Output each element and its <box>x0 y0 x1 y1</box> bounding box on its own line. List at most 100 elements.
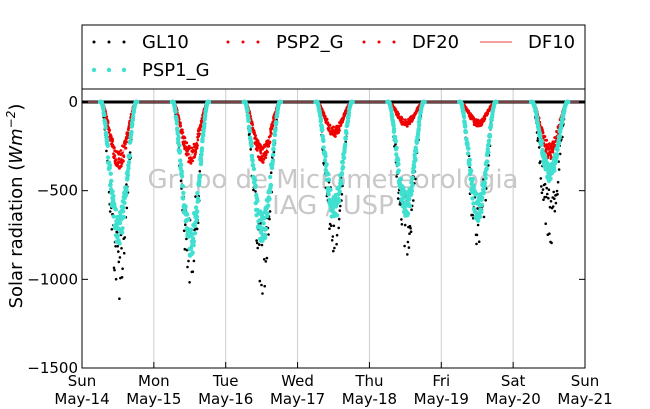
psp1-g-point <box>322 158 328 163</box>
gl10-point <box>540 191 544 195</box>
df20-point <box>178 121 182 125</box>
gl10-point <box>403 223 407 227</box>
x-tick-label-day: Mon <box>138 372 170 390</box>
psp2-g-point <box>185 153 189 157</box>
psp1-g-point <box>555 147 560 152</box>
gl10-point <box>258 279 262 283</box>
df20-point <box>256 155 260 159</box>
psp2-g-point <box>250 120 254 124</box>
psp1-g-point <box>339 181 344 186</box>
psp2-g-point <box>196 138 200 142</box>
psp1-g-point <box>191 243 196 248</box>
gl10-point <box>121 267 124 271</box>
gl10-point <box>408 232 411 235</box>
legend-psp2-g: PSP2_G <box>226 32 344 53</box>
psp2-g-point <box>258 147 262 150</box>
psp1-g-point <box>466 146 471 151</box>
gl10-point <box>543 182 547 186</box>
psp2-g-point <box>553 140 557 143</box>
gl10-point <box>395 175 398 178</box>
psp1-g-point <box>393 139 398 144</box>
gl10-point <box>120 276 124 279</box>
gl10-point <box>333 246 336 250</box>
gl10-point <box>252 188 255 192</box>
psp1-g-point <box>189 227 194 232</box>
psp1-g-point <box>537 131 543 137</box>
df20-point <box>401 117 404 121</box>
psp1-g-point <box>108 182 113 188</box>
psp1-g-point <box>245 108 250 114</box>
psp1-g-point <box>483 175 488 181</box>
psp2-g-point <box>193 145 196 149</box>
psp1-g-point <box>486 138 492 144</box>
legend-psp2-g-marker <box>256 40 260 44</box>
legend-psp1-g: PSP1_G <box>91 60 210 81</box>
gl10-point <box>475 242 478 246</box>
psp2-g-point <box>265 149 269 153</box>
psp1-g-point <box>326 192 331 197</box>
psp2-g-point <box>190 146 194 150</box>
psp2-g-point <box>547 148 551 151</box>
gl10-point <box>260 243 264 247</box>
psp1-g-point <box>344 131 349 136</box>
legend-psp2-g-marker <box>226 40 230 44</box>
psp1-g-point <box>556 140 562 145</box>
psp2-g-point <box>540 127 543 130</box>
psp1-g-point <box>467 157 472 162</box>
psp1-g-point <box>461 114 467 120</box>
psp2-g-point <box>196 144 199 148</box>
psp1-g-point <box>174 121 180 126</box>
gl10-point <box>556 180 560 184</box>
gl10-point <box>114 277 118 281</box>
x-tick-label-day: Sat <box>501 372 526 390</box>
psp1-g-point <box>463 129 469 134</box>
gl10-point <box>544 195 548 199</box>
psp2-g-point <box>123 139 126 143</box>
gl10-point <box>400 218 403 221</box>
gl10-point <box>338 209 342 212</box>
gl10-point <box>477 240 481 243</box>
y-tick-label: −1500 <box>27 359 78 377</box>
gl10-point <box>260 283 263 287</box>
psp1-g-point <box>321 138 326 144</box>
gl10-point <box>541 188 545 191</box>
df20-point <box>185 141 189 145</box>
psp1-g-point <box>463 124 468 129</box>
psp2-g-point <box>552 142 555 146</box>
psp1-g-point <box>193 205 199 210</box>
psp2-g-point <box>252 132 256 136</box>
gl10-point <box>409 227 412 230</box>
psp2-g-point <box>472 118 476 121</box>
psp1-g-point <box>125 172 131 178</box>
gl10-point <box>184 223 187 226</box>
gl10-point <box>263 284 267 288</box>
psp2-g-point <box>187 147 191 151</box>
psp2-g-point <box>262 158 266 161</box>
psp2-g-point <box>253 141 257 144</box>
psp1-g-point <box>111 214 116 219</box>
psp1-g-point <box>396 161 401 167</box>
psp1-g-point <box>128 139 133 144</box>
gl10-point <box>185 237 188 241</box>
psp1-g-point <box>407 203 412 209</box>
psp1-g-point <box>474 191 479 196</box>
psp1-g-point <box>343 136 348 142</box>
psp2-g-point <box>335 126 339 130</box>
psp2-g-point <box>267 135 271 139</box>
gl10-point <box>128 151 132 154</box>
psp1-g-point <box>127 153 132 158</box>
gl10-point <box>113 268 116 272</box>
psp2-g-point <box>543 143 546 147</box>
psp1-g-point <box>390 113 395 118</box>
x-tick-label-day: Wed <box>281 372 314 390</box>
gl10-point <box>539 177 543 180</box>
psp1-g-point <box>487 134 493 139</box>
df20-point <box>551 150 555 154</box>
gl10-point <box>396 197 400 200</box>
df20-point <box>117 157 121 161</box>
gl10-point <box>330 239 334 242</box>
gl10-point <box>406 240 410 244</box>
psp1-g-point <box>112 203 117 208</box>
psp1-g-point <box>271 147 276 152</box>
